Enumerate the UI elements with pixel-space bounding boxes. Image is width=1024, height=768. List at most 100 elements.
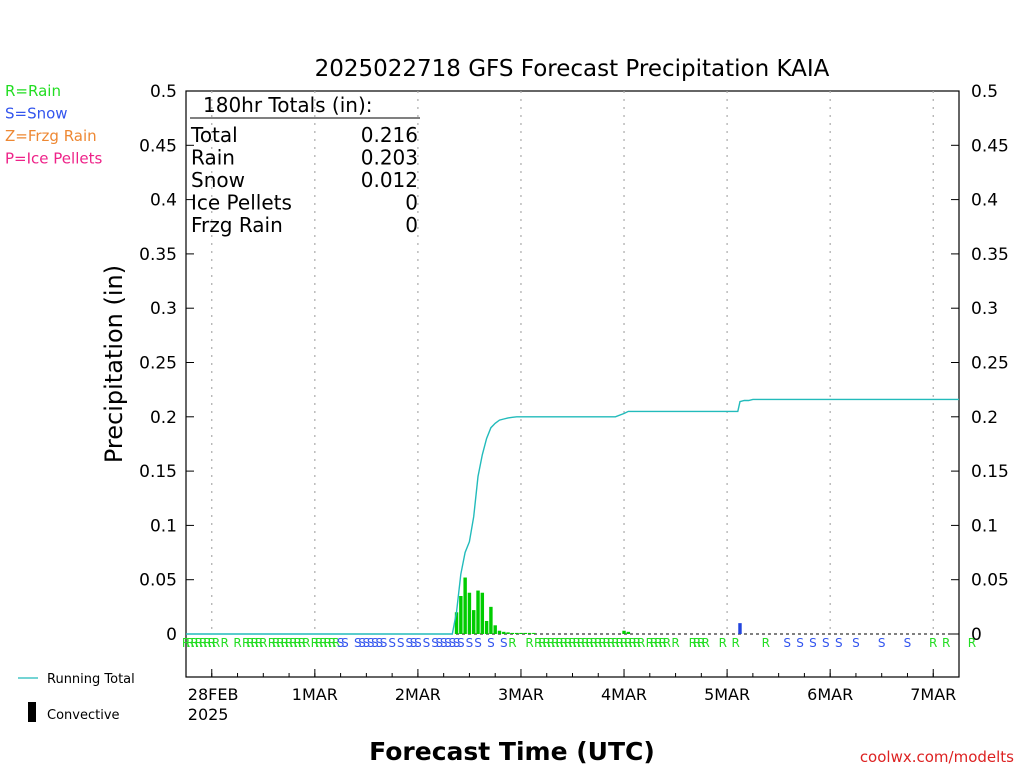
rain-bar [467, 592, 472, 634]
precip-type-letter: R [568, 636, 576, 650]
precip-type-letter: R [332, 636, 340, 650]
precip-type-letter: R [929, 636, 937, 650]
credit-link[interactable]: coolwx.com/modelts [860, 748, 1014, 766]
precip-type-letter: R [689, 636, 697, 650]
precip-type-letter: S [852, 636, 860, 650]
precip-type-letter: R [620, 636, 628, 650]
precip-type-letter: R [272, 636, 280, 650]
precip-type-letter: R [701, 636, 709, 650]
precip-type-letter: R [324, 636, 332, 650]
precip-type-letter: S [457, 636, 465, 650]
precip-type-letter: R [603, 636, 611, 650]
precip-type-letter: R [671, 636, 679, 650]
precip-type-letter: R [732, 636, 740, 650]
precip-type-letter: R [534, 636, 542, 650]
y-tick-label-left: 0.2 [150, 408, 177, 428]
precip-type-letter: R [220, 636, 228, 650]
rain-bar [514, 632, 519, 634]
precip-type-letter: R [719, 636, 727, 650]
precip-type-letter: S [783, 636, 791, 650]
y-axis-right: 0 0.05 0.1 0.15 0.2 0.25 0.3 0.35 0.4 0.45 0.5 [951, 82, 1009, 645]
precip-type-letter: R [276, 636, 284, 650]
precip-type-letter: R [637, 636, 645, 650]
precip-type-letter: S [358, 636, 366, 650]
precip-type-letter: R [624, 636, 632, 650]
rain-bar [532, 632, 536, 634]
precip-type-letter: R [594, 636, 602, 650]
precip-type-letter: R [616, 636, 624, 650]
precip-type-letter: R [233, 636, 241, 650]
precip-type-letter: R [186, 636, 194, 650]
precip-type-letter: S [354, 636, 362, 650]
precip-type-letter: R [968, 636, 976, 650]
y-tick-label-right: 0.2 [971, 408, 998, 428]
y-axis-label: Precipitation (in) [100, 265, 128, 463]
precip-type-letter: S [397, 636, 405, 650]
y-tick-label-left: 0.45 [139, 136, 177, 156]
x-tick-label: 3MAR [498, 685, 544, 704]
precip-type-legend: R=Rain S=Snow Z=Frzg Rain P=Ice Pellets [5, 82, 102, 168]
precip-type-letter: S [367, 636, 375, 650]
precip-type-letter: R [281, 636, 289, 650]
rain-bar [502, 631, 506, 634]
totals-row-label: Snow [191, 168, 245, 192]
precip-type-letter: R [246, 636, 254, 650]
precip-type-letter: S [410, 636, 418, 650]
rain-bar [489, 606, 493, 634]
precip-type-letter: R [693, 636, 701, 650]
precip-type-letter: S [444, 636, 452, 650]
precip-type-letter: R [573, 636, 581, 650]
rain-bar [459, 595, 463, 634]
precip-type-letter: R [199, 636, 207, 650]
y-tick-label-right: 0.3 [971, 299, 998, 319]
precip-type-letter: S [466, 636, 474, 650]
precip-type-letter: R [663, 636, 671, 650]
precip-type-letter: S [423, 636, 431, 650]
precip-type-letter: S [796, 636, 804, 650]
rain-bar [480, 592, 485, 634]
running-total-line [186, 398, 959, 635]
y-tick-label-right: 0.05 [971, 571, 1009, 591]
precip-type-letter: S [431, 636, 439, 650]
y-tick-label-left: 0.4 [150, 191, 177, 211]
x-tick-label: 1MAR [292, 685, 338, 704]
precip-type-letter: R [547, 636, 555, 650]
precip-type-letter: R [208, 636, 216, 650]
precip-type-letter: S [809, 636, 817, 650]
precip-type-letter: R [590, 636, 598, 650]
y-tick-label-right: 0.45 [971, 136, 1009, 156]
precip-type-letter: R [302, 636, 310, 650]
running-total-line-group [186, 398, 959, 635]
precip-type-letter: R [581, 636, 589, 650]
y-tick-label-left: 0.05 [139, 571, 177, 591]
convective-legend-swatch [28, 702, 36, 722]
precip-type-letter: S [822, 636, 830, 650]
rain-bar [493, 625, 497, 634]
precip-type-letter: R [268, 636, 276, 650]
precip-type-letter: R [633, 636, 641, 650]
precip-type-letter: S [414, 636, 422, 650]
rain-bar [626, 631, 631, 634]
y-tick-label-left: 0.25 [139, 354, 177, 374]
y-tick-label-left: 0.1 [150, 516, 177, 536]
precip-type-letter: S [405, 636, 413, 650]
precip-type-letter: R [525, 636, 533, 650]
x-tick-label: 4MAR [601, 685, 647, 704]
rain-bar [527, 632, 532, 634]
precip-type-letter: R [315, 636, 323, 650]
precip-type-letter: S [337, 636, 345, 650]
plot-frame [185, 90, 960, 678]
rain-bar [506, 632, 510, 634]
x-axis-label: Forecast Time (UTC) [369, 737, 655, 766]
y-tick-label-right: 0.1 [971, 516, 998, 536]
precip-type-letter: R [697, 636, 705, 650]
precip-type-letter: R [328, 636, 336, 650]
rain-bar [463, 577, 467, 634]
precip-type-letter: S [371, 636, 379, 650]
rain-bar [472, 610, 476, 634]
precip-type-letter: R [586, 636, 594, 650]
rain-bar [454, 612, 459, 634]
precip-type-letter: S [341, 636, 349, 650]
precip-type-letter: R [190, 636, 198, 650]
